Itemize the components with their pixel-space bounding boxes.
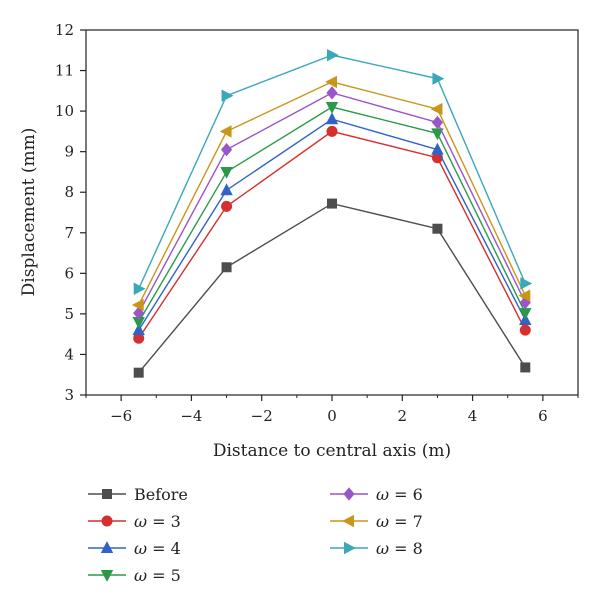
x-tick-label: −2: [251, 407, 273, 425]
data-point: [432, 72, 445, 85]
legend-marker: [343, 487, 355, 501]
data-point: [520, 362, 531, 373]
series-0: [133, 198, 531, 378]
legend-item: ω = 6: [330, 485, 423, 504]
data-point: [133, 306, 145, 320]
legend-label: ω = 4: [134, 539, 181, 558]
legend-item: ω = 4: [88, 539, 181, 558]
data-point: [220, 183, 233, 196]
data-point: [326, 125, 338, 137]
data-point: [131, 298, 144, 312]
legend-marker: [102, 488, 113, 499]
y-tick-label: 6: [64, 264, 74, 282]
series-line: [138, 106, 526, 323]
legend-item: ω = 3: [88, 512, 181, 531]
legend-item: ω = 8: [330, 539, 423, 558]
data-point: [133, 282, 146, 295]
y-axis-label: Displacement (mm): [19, 128, 39, 297]
y-tick-label: 4: [64, 345, 74, 363]
series-line: [138, 118, 526, 331]
data-point: [219, 125, 232, 138]
data-point: [326, 198, 337, 209]
y-tick-label: 8: [64, 183, 74, 201]
data-point: [133, 367, 144, 378]
legend-item: ω = 5: [88, 566, 181, 585]
legend-label: Before: [134, 485, 188, 504]
x-axis-label: Distance to central axis (m): [213, 441, 451, 461]
y-tick-label: 3: [64, 386, 74, 404]
data-point: [518, 289, 531, 302]
legend-marker: [101, 515, 113, 527]
legend-label: ω = 8: [376, 539, 423, 558]
series-3: [132, 102, 532, 329]
data-point: [325, 112, 339, 125]
data-point: [221, 89, 234, 102]
y-tick-label: 7: [64, 224, 74, 242]
legend-item: Before: [88, 485, 188, 504]
data-point: [431, 115, 444, 130]
data-point: [220, 166, 233, 179]
data-point: [431, 142, 444, 155]
y-tick-label: 11: [55, 62, 74, 80]
legend-label: ω = 3: [134, 512, 181, 531]
legend-item: ω = 7: [330, 512, 423, 531]
data-point: [325, 75, 338, 89]
y-tick-label: 5: [64, 305, 74, 323]
x-tick-label: 4: [468, 407, 478, 425]
legend: Before ω = 3 ω = 4 ω = 5 ω = 6 ω = 7 ω = 8: [88, 485, 423, 585]
legend-marker: [100, 569, 114, 582]
legend-label: ω = 7: [376, 512, 423, 531]
series-4: [133, 86, 531, 320]
data-point: [519, 324, 531, 336]
legend-label: ω = 6: [376, 485, 423, 504]
data-point: [221, 262, 232, 273]
series-1: [133, 125, 531, 344]
x-tick-label: 6: [538, 407, 548, 425]
x-tick-label: −4: [180, 407, 202, 425]
y-tick-label: 12: [55, 21, 74, 39]
x-tick-label: 0: [327, 407, 337, 425]
legend-marker: [100, 541, 114, 554]
plot-axes: −6 −4 −2 0 2 4 6 3 4 5 6 7 8 9 10 11 12: [55, 21, 579, 425]
data-point: [326, 86, 338, 100]
legend-marker: [342, 514, 355, 528]
legend-label: ω = 5: [134, 566, 181, 585]
data-point: [221, 200, 233, 212]
y-tick-label: 10: [55, 102, 74, 120]
data-point: [519, 308, 532, 320]
series-6: [133, 48, 533, 295]
y-tick-label: 9: [64, 143, 74, 161]
data-point: [325, 102, 339, 114]
x-tick-label: 2: [398, 407, 408, 425]
legend-marker: [343, 541, 356, 555]
data-point: [520, 277, 533, 290]
x-tick-label: −6: [110, 407, 132, 425]
series-layer: [131, 48, 533, 378]
data-point: [326, 48, 339, 62]
data-point: [220, 142, 233, 157]
data-point: [132, 323, 145, 336]
series-line: [138, 202, 526, 374]
data-point: [432, 223, 443, 234]
series-5: [131, 75, 531, 312]
data-point: [430, 102, 443, 116]
